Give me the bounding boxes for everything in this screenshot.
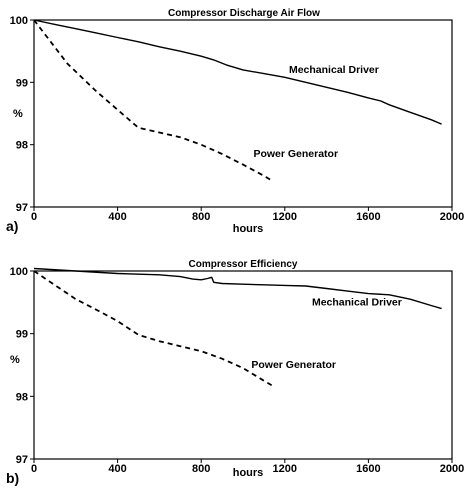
panel-a-x-tick-label: 1600 (356, 211, 380, 223)
panel-a-x-tick-label: 800 (192, 211, 210, 223)
panel-a-series-mechanical-driver-line (33, 19, 442, 125)
panel-b-x-tick-label: 800 (192, 463, 210, 475)
panel-b-x-axis-label: hours (233, 467, 264, 479)
panel-a-y-tick-label: 100 (10, 15, 28, 27)
panel-b-x-tick-label: 1600 (356, 463, 380, 475)
panel-b-title: Compressor Efficiency (189, 259, 298, 270)
panel-a-x-tick-label: 400 (108, 211, 126, 223)
panel-b-x-tick-label: 1200 (273, 463, 297, 475)
panel-b-y-tick-label: 100 (10, 266, 28, 278)
panel-b-y-tick-label: 99 (16, 329, 28, 341)
panel-a: Compressor Discharge Air Flow a) % hours… (6, 8, 464, 235)
panel-a-y-axis-label: % (13, 108, 23, 120)
panel-a-y-tick-label: 99 (16, 77, 28, 89)
panel-b-x-tick-label: 2000 (440, 463, 464, 475)
panel-a-title: Compressor Discharge Air Flow (168, 8, 320, 19)
panel-a-x-tick-label: 0 (31, 211, 37, 223)
panel-b-annotation-mechanical-driver: Mechanical Driver (312, 296, 402, 308)
panel-a-plot-frame (33, 19, 453, 208)
panel-b-label: b) (6, 470, 19, 486)
panel-b-x-tick-label: 0 (31, 463, 37, 475)
panel-b-series-power-generator-line (33, 270, 275, 388)
panel-a-x-axis-label: hours (233, 223, 264, 235)
panel-b-plot-frame (33, 270, 453, 460)
panel-a-y-tick-label: 97 (16, 202, 28, 214)
panel-a-annotation-power-generator: Power Generator (253, 148, 338, 160)
panel-a-annotation-mechanical-driver: Mechanical Driver (289, 64, 379, 76)
panel-b-series-mechanical-driver-line (33, 267, 442, 310)
panel-a-label: a) (6, 218, 18, 234)
panel-b-x-tick-label: 400 (108, 463, 126, 475)
panel-b-annotation-power-generator: Power Generator (251, 359, 336, 371)
panel-a-y-tick-label: 98 (16, 140, 28, 152)
panel-a-x-tick-label: 2000 (440, 211, 464, 223)
panel-a-series-power-generator-line (33, 19, 273, 182)
panel-a-x-tick-label: 1200 (273, 211, 297, 223)
panel-b-y-tick-label: 98 (16, 391, 28, 403)
panel-a-plot-area: 0 400 800 1200 1600 2000 97 98 99 100 Mechanical D… (10, 15, 465, 223)
panel-b-y-tick-label: 97 (16, 454, 28, 466)
panel-b-plot-area: 0 400 800 1200 1600 2000 97 98 99 100 Mechanical D… (10, 266, 465, 475)
panel-b-y-axis-label: % (10, 354, 20, 366)
panel-b: Compressor Efficiency b) % hours 0 400 800… (6, 259, 464, 486)
